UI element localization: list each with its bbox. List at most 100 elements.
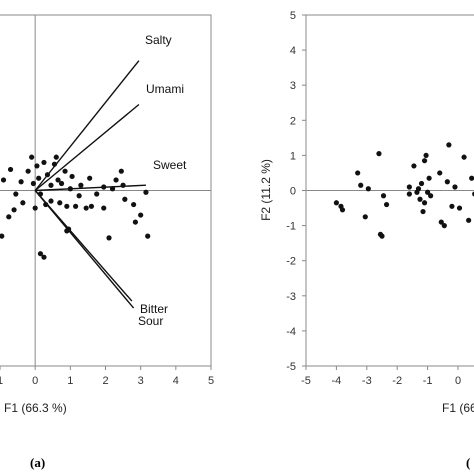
y-tick-label: -3: [286, 291, 296, 303]
panel-b: -5 -4 -3 -2 -1 0 1 2 3 4 5 -5 -4 -3 -2 -1 0 F2 (11.2 %) F1…: [259, 10, 474, 470]
data-point: [67, 186, 73, 192]
x-tick-label: 1: [0, 375, 3, 387]
y-tick-label: 2: [290, 115, 296, 127]
data-point: [379, 233, 385, 239]
data-point: [94, 191, 100, 197]
data-point: [20, 200, 26, 206]
data-point: [48, 198, 54, 204]
data-point: [420, 208, 426, 215]
x-tick-label: 2: [102, 375, 108, 387]
data-point: [32, 205, 38, 211]
x-axis-label: F1 (66.: [442, 401, 474, 415]
data-point: [51, 161, 58, 167]
vector-label-sweet: Sweet: [153, 158, 187, 172]
data-point: [87, 175, 93, 181]
data-point: [41, 159, 47, 166]
data-point: [109, 186, 116, 192]
data-point: [376, 151, 382, 157]
data-point: [36, 175, 42, 181]
data-point: [0, 233, 5, 239]
data-point: [423, 152, 429, 158]
data-point: [383, 201, 390, 208]
data-point: [415, 186, 422, 192]
data-point: [417, 196, 423, 202]
data-point: [421, 200, 428, 206]
data-point: [469, 175, 474, 181]
vector-salty: [34, 60, 140, 191]
y-tick-label: 1: [290, 150, 296, 162]
data-point: [406, 191, 412, 197]
data-point: [18, 179, 24, 185]
data-point: [69, 173, 75, 180]
x-tick-label: -3: [362, 375, 372, 387]
data-point: [113, 177, 119, 183]
data-point: [365, 186, 371, 192]
x-tick-label: 4: [173, 375, 179, 387]
vector-sweet: [35, 184, 146, 192]
data-point: [43, 201, 49, 208]
data-point: [437, 170, 443, 176]
y-tick-label: 3: [290, 80, 296, 92]
x-tick-label: -5: [301, 375, 311, 387]
data-point: [421, 158, 428, 164]
y-tick-label: -1: [286, 221, 296, 233]
data-point: [145, 233, 151, 239]
x-tick-label: -4: [332, 375, 342, 387]
data-point: [138, 212, 144, 218]
data-point: [339, 207, 346, 213]
data-point: [7, 166, 14, 173]
data-point: [101, 184, 107, 190]
vector-umami: [34, 103, 140, 192]
data-point: [44, 172, 51, 178]
data-point: [406, 184, 412, 190]
x-tick-label: 0: [455, 375, 461, 387]
data-point: [446, 142, 452, 148]
x-tick-label: 0: [32, 375, 38, 387]
data-point: [106, 235, 112, 241]
data-point: [30, 180, 37, 187]
x-axis-label: F1 (66.3 %): [4, 401, 67, 415]
data-point: [53, 154, 59, 160]
y-axis-label: F2 (11.2 %): [259, 159, 273, 221]
data-point: [449, 203, 455, 209]
y-tick-label: -5: [286, 361, 296, 373]
data-point: [25, 168, 31, 174]
data-point: [58, 180, 65, 187]
data-point: [76, 193, 82, 199]
data-point: [73, 203, 79, 209]
data-point: [41, 254, 47, 260]
data-point: [362, 214, 368, 220]
vector-label-bitter: Bitter: [140, 302, 168, 316]
data-point: [0, 177, 7, 183]
data-point: [428, 193, 434, 199]
data-point: [444, 179, 450, 185]
data-point: [78, 182, 84, 188]
vector-label-sour: Sour: [138, 314, 163, 328]
data-point: [6, 214, 12, 220]
y-tick-label: 0: [290, 186, 296, 198]
data-point: [83, 205, 89, 211]
data-point: [11, 207, 17, 213]
data-point: [62, 168, 68, 174]
data-point: [425, 189, 431, 195]
data-point: [131, 201, 137, 208]
data-point: [411, 163, 417, 169]
y-tick-label: -2: [286, 256, 296, 268]
data-point: [37, 251, 44, 257]
data-point: [452, 184, 458, 190]
x-tick-label: 5: [208, 375, 214, 387]
data-point: [48, 182, 54, 188]
y-tick-label: 5: [290, 10, 296, 22]
data-point: [64, 203, 70, 209]
x-tick-label: 3: [138, 375, 144, 387]
vector-sour: [34, 190, 135, 309]
data-point: [13, 191, 19, 197]
data-point: [88, 203, 95, 209]
data-point: [418, 180, 425, 187]
data-point: [426, 175, 432, 181]
data-point: [122, 196, 128, 202]
x-tick-label: -1: [423, 375, 433, 387]
data-point: [380, 193, 387, 199]
